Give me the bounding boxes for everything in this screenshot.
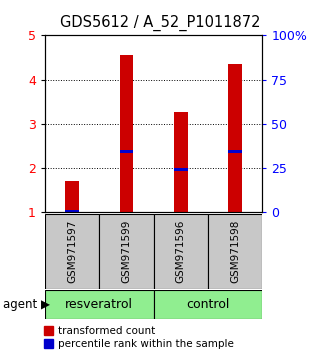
Bar xyxy=(99,214,154,289)
Text: GSM971596: GSM971596 xyxy=(176,219,186,283)
Bar xyxy=(174,112,188,212)
Bar xyxy=(45,214,99,289)
Bar xyxy=(65,181,79,212)
Text: GDS5612 / A_52_P1011872: GDS5612 / A_52_P1011872 xyxy=(60,15,260,31)
Text: control: control xyxy=(186,298,230,310)
Text: GSM971599: GSM971599 xyxy=(121,219,132,283)
Text: GSM971598: GSM971598 xyxy=(230,219,240,283)
Bar xyxy=(228,150,242,153)
Text: agent ▶: agent ▶ xyxy=(3,298,50,311)
Text: resveratrol: resveratrol xyxy=(65,298,133,310)
Bar xyxy=(154,214,208,289)
Bar xyxy=(65,210,79,213)
Bar xyxy=(120,150,133,153)
Bar xyxy=(208,214,262,289)
Bar xyxy=(120,55,133,212)
Legend: transformed count, percentile rank within the sample: transformed count, percentile rank withi… xyxy=(44,326,234,349)
Text: GSM971597: GSM971597 xyxy=(67,219,77,283)
Bar xyxy=(228,64,242,212)
Bar xyxy=(174,168,188,171)
Bar xyxy=(45,290,154,319)
Bar xyxy=(154,290,262,319)
